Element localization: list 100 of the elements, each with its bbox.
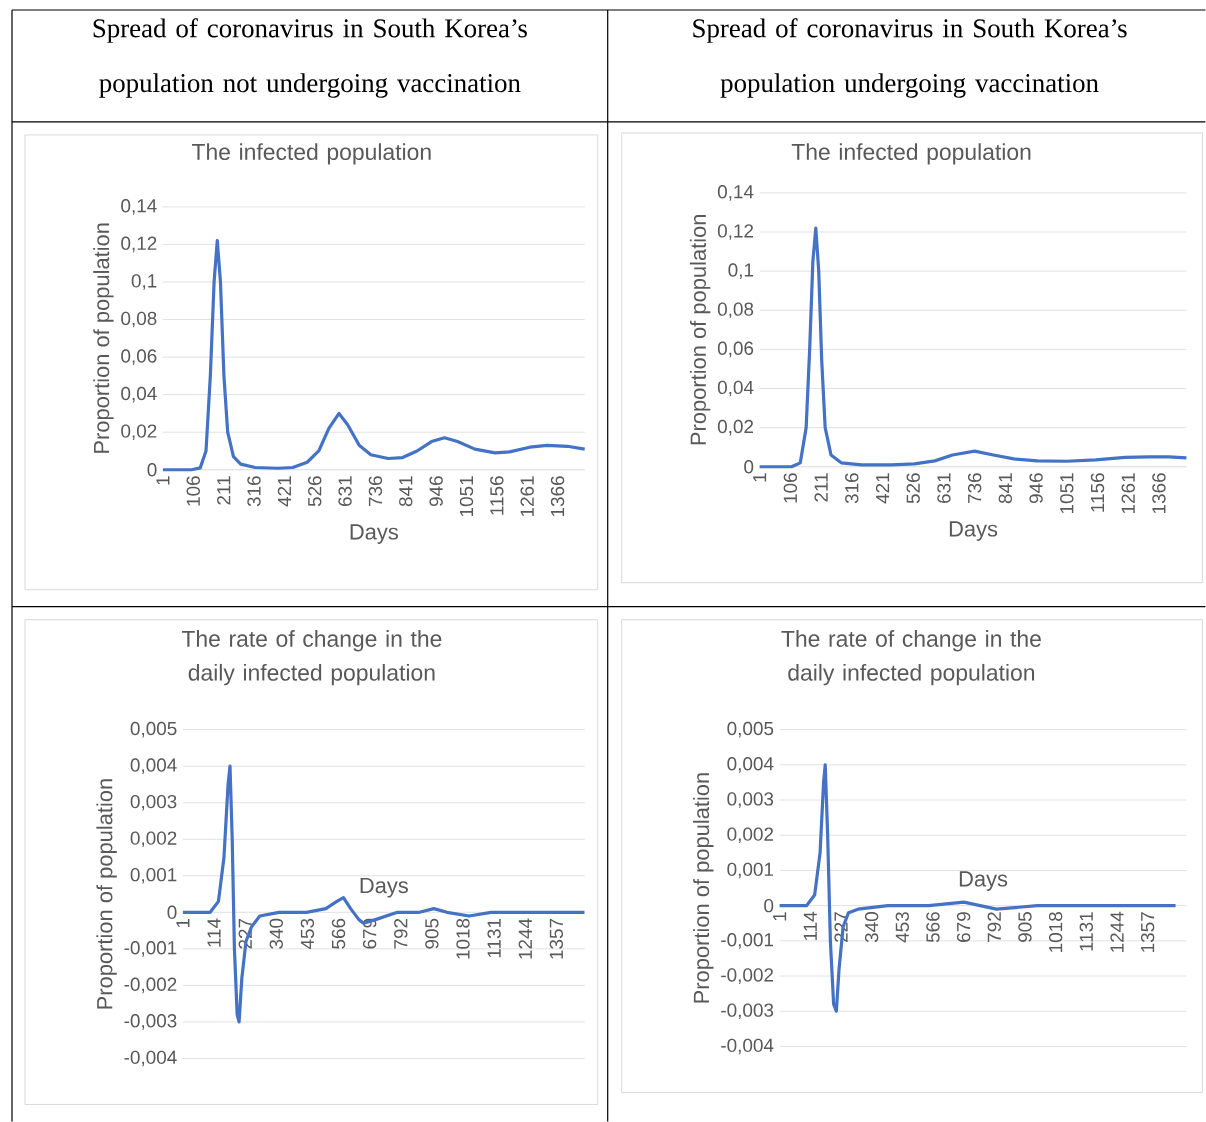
y-tick-label: 0,12 bbox=[121, 236, 157, 253]
x-tick-label: 340 bbox=[864, 912, 879, 943]
y-tick-label: 0 bbox=[147, 463, 157, 477]
x-tick-label: 526 bbox=[308, 476, 322, 507]
x-tick-label: 1366 bbox=[1152, 473, 1166, 514]
x-tick-label: 453 bbox=[895, 912, 909, 943]
chart-title: The infected population bbox=[791, 143, 1031, 165]
x-tick-label: 106 bbox=[186, 476, 200, 506]
x-tick-label: 1156 bbox=[490, 476, 504, 515]
x-tick-label: 631 bbox=[338, 476, 352, 506]
y-tick-label: 0 bbox=[764, 898, 774, 913]
x-tick-label: 841 bbox=[399, 476, 413, 507]
x-tick-label: 106 bbox=[783, 473, 798, 503]
x-tick-label: 631 bbox=[937, 473, 951, 503]
x-tick-label: 316 bbox=[247, 476, 261, 507]
y-tick-label: -0,004 bbox=[124, 1050, 177, 1067]
x-tick-label: 1244 bbox=[1110, 911, 1124, 952]
y-tick-label: 0,1 bbox=[131, 274, 157, 290]
y-tick-label: 0,005 bbox=[727, 721, 774, 738]
x-tick-label: 1018 bbox=[456, 918, 470, 959]
y-tick-label: -0,001 bbox=[721, 933, 774, 949]
x-axis-title: Days bbox=[360, 877, 408, 898]
x-tick-label: 1 bbox=[773, 912, 787, 921]
x-tick-label: 1131 bbox=[487, 918, 501, 958]
y-tick-label: 0,14 bbox=[121, 199, 157, 215]
chart-title: The infected population bbox=[192, 143, 431, 165]
x-tick-label: 211 bbox=[217, 476, 231, 505]
y-tick-label: 0,08 bbox=[717, 302, 754, 319]
y-axis-title: Proportion of population bbox=[689, 214, 711, 445]
y-tick-label: 0,004 bbox=[727, 757, 774, 773]
y-tick-label: 0,002 bbox=[727, 827, 774, 844]
y-tick-label: 0,04 bbox=[717, 380, 754, 397]
x-tick-label: 1244 bbox=[518, 918, 532, 959]
y-tick-label: 0,005 bbox=[130, 721, 177, 738]
x-tick-label: 792 bbox=[394, 918, 408, 949]
x-tick-label: 114 bbox=[207, 918, 221, 947]
x-tick-label: 1156 bbox=[1090, 473, 1105, 512]
line-series bbox=[758, 226, 1189, 469]
y-tick-label: 0,02 bbox=[121, 424, 157, 440]
x-tick-label: 1261 bbox=[1121, 473, 1135, 514]
y-tick-label: 0,06 bbox=[717, 341, 754, 358]
x-axis-title: Days bbox=[350, 524, 398, 544]
y-tick-label: -0,001 bbox=[124, 941, 177, 957]
chart-title: The rate of change in the daily infected population bbox=[781, 630, 1041, 686]
y-tick-label: 0,06 bbox=[121, 349, 157, 365]
x-tick-label: 1 bbox=[156, 476, 170, 485]
y-tick-label: 0,08 bbox=[121, 311, 157, 328]
x-tick-label: 736 bbox=[368, 476, 383, 506]
x-tick-label: 566 bbox=[926, 912, 940, 943]
x-tick-label: 340 bbox=[269, 918, 283, 949]
x-tick-label: 211 bbox=[814, 473, 828, 502]
x-tick-label: 1051 bbox=[1060, 473, 1074, 514]
y-tick-label: 0 bbox=[167, 905, 177, 919]
y-axis-title: Proportion of population bbox=[96, 779, 117, 1009]
y-tick-label: 0,02 bbox=[717, 419, 754, 436]
x-tick-label: 1 bbox=[176, 918, 190, 928]
x-tick-label: 526 bbox=[906, 473, 920, 504]
x-tick-label: 1 bbox=[753, 473, 767, 482]
x-tick-label: 679 bbox=[956, 912, 971, 942]
x-tick-label: 841 bbox=[998, 473, 1013, 504]
y-tick-label: 0 bbox=[744, 460, 754, 474]
x-tick-label: 1357 bbox=[1140, 912, 1155, 952]
y-tick-label: 0,12 bbox=[717, 224, 754, 240]
x-tick-label: 566 bbox=[331, 918, 346, 949]
y-tick-label: -0,004 bbox=[721, 1038, 774, 1055]
y-tick-label: 0,004 bbox=[130, 758, 177, 774]
x-tick-label: 946 bbox=[1029, 473, 1043, 504]
x-tick-label: 905 bbox=[425, 918, 439, 949]
y-axis-title: Proportion of population bbox=[693, 773, 714, 1003]
y-tick-label: -0,002 bbox=[721, 968, 774, 984]
x-tick-label: 114 bbox=[803, 911, 817, 940]
text: Spread of coronavirus in South Korea’s population not undergoing vaccination bbox=[93, 18, 527, 98]
line-series bbox=[161, 239, 587, 472]
y-tick-label: 0,003 bbox=[130, 794, 177, 811]
x-axis-title: Days bbox=[959, 871, 1008, 891]
y-tick-label: -0,002 bbox=[124, 977, 177, 994]
x-tick-label: 1357 bbox=[549, 918, 564, 959]
y-tick-label: -0,003 bbox=[124, 1014, 177, 1030]
x-tick-label: 1018 bbox=[1048, 912, 1063, 952]
x-tick-label: 1366 bbox=[550, 476, 565, 517]
x-tick-label: 421 bbox=[875, 473, 890, 504]
y-tick-label: 0,04 bbox=[121, 386, 157, 403]
x-tick-label: 1261 bbox=[520, 476, 534, 517]
y-axis-title: Proportion of population bbox=[93, 223, 114, 453]
x-tick-label: 1131 bbox=[1079, 912, 1093, 951]
x-tick-label: 453 bbox=[300, 918, 315, 950]
x-tick-label: 1051 bbox=[459, 476, 474, 517]
chart-title: The rate of change in the daily infected population bbox=[181, 630, 442, 686]
x-tick-label: 421 bbox=[277, 476, 291, 507]
y-tick-label: 0,003 bbox=[727, 792, 774, 808]
y-tick-label: 0,1 bbox=[728, 263, 754, 279]
x-tick-label: 905 bbox=[1018, 912, 1032, 942]
x-tick-label: 736 bbox=[967, 473, 982, 503]
x-tick-label: 316 bbox=[845, 473, 859, 504]
y-tick-label: 0,001 bbox=[727, 862, 774, 879]
y-tick-label: -0,003 bbox=[721, 1003, 774, 1020]
text: Spread of coronavirus in South Korea’s population undergoing vaccination bbox=[693, 18, 1127, 98]
x-tick-label: 946 bbox=[429, 476, 443, 507]
y-tick-label: 0,002 bbox=[130, 831, 177, 848]
x-tick-label: 792 bbox=[987, 912, 1001, 942]
